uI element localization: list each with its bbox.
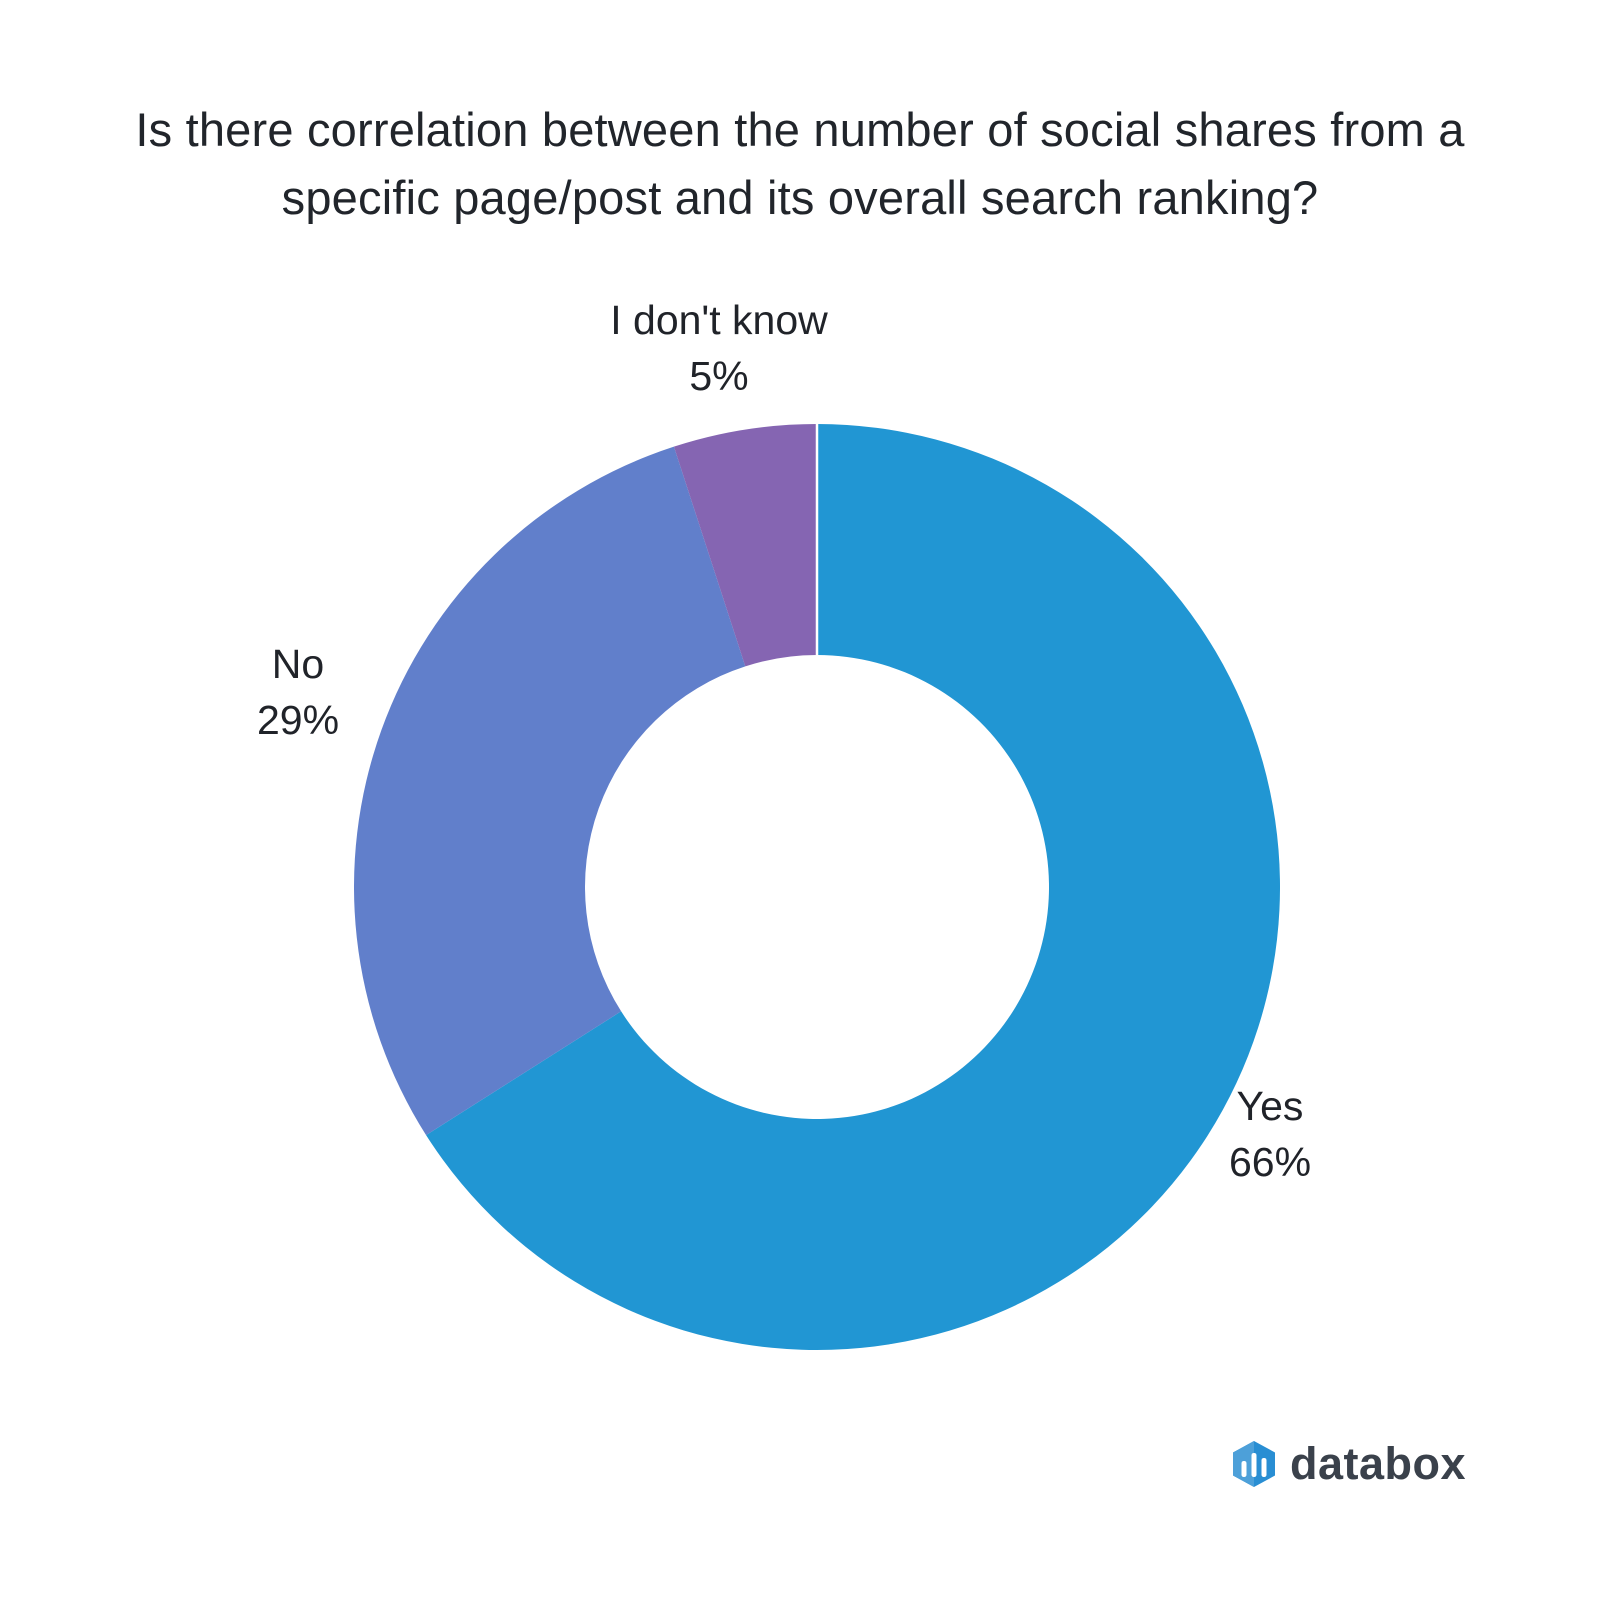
slice-label-yes: Yes 66% [1229,1078,1311,1190]
databox-logo: databox [1233,1441,1466,1487]
slice-label-no: No 29% [257,636,339,748]
slice-label-i-dont-know: I don't know 5% [610,292,828,404]
chart-title: Is there correlation between the number … [135,103,1465,224]
slice-label-value: 66% [1228,1139,1312,1185]
slice-label-text: I don't know [610,297,828,343]
donut-slices [354,424,1281,1350]
slice-label-value: 5% [689,353,749,399]
slice-label-value: 29% [256,697,340,743]
databox-icon [1233,1441,1275,1487]
slice-label-text: No [271,641,325,687]
donut-slice-no [354,446,746,1136]
slice-label-text: Yes [1236,1083,1304,1129]
donut-slice-i-don-t-know [673,424,817,667]
databox-wordmark: databox [1290,1438,1467,1489]
donut-slice-yes [426,424,1281,1350]
